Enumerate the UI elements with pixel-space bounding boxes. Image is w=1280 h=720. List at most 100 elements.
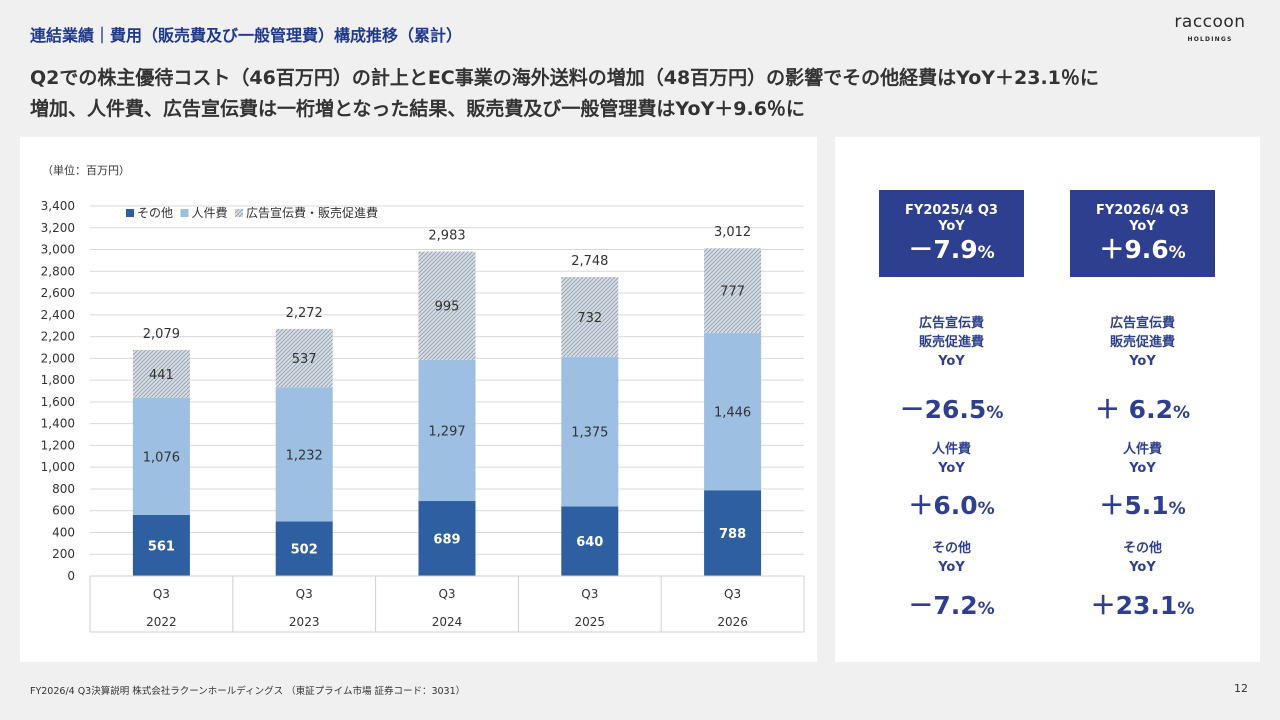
y-tick-label: 3,400 [41,199,75,213]
bar-segment [275,387,333,522]
y-tick-label: 800 [52,482,75,496]
y-tick-label: 3,200 [41,221,75,235]
y-tick-label: 1,800 [41,373,75,387]
y-tick-label: 200 [52,547,75,561]
x-category-label: Q3 [153,587,170,601]
logo-wordmark: raccoon [1174,12,1246,32]
total-value-label: 2,983 [428,228,465,243]
y-tick-label: 600 [52,504,75,518]
y-tick-label: 1,200 [41,438,75,452]
x-category-label: Q3 [581,587,598,601]
x-year-label: 2023 [289,615,320,629]
total-value-label: 2,748 [571,254,608,269]
segment-value-label: 640 [576,535,603,550]
legend-swatch [126,209,134,217]
company-logo: raccoon HOLDINGS [1170,10,1250,50]
y-tick-label: 2,400 [41,308,75,322]
y-tick-label: 2,200 [41,330,75,344]
bar-segment [418,359,476,502]
bar-segment [418,251,476,360]
unit-label: （単位：百万円） [42,164,130,177]
bar-segment [704,490,762,576]
page-number: 12 [1234,682,1248,695]
labor-label-fy2026: 人件費 YoY [1122,442,1162,476]
y-tick-label: 1,600 [41,395,75,409]
kpi-box-fy2025: FY2025/4 Q3 YoY －7.9% [879,190,1024,277]
ad-yoy-fy2025: －26.5% [899,395,1004,424]
bar-segment [561,277,619,357]
bar-segment [132,349,190,398]
labor-yoy-fy2025: ＋6.0% [908,491,995,520]
kpi-title: FY2026/4 Q3 [1096,203,1189,218]
kpi-value: ＋9.6% [1099,235,1186,264]
legend-swatch [235,209,243,217]
other-yoy-fy2026: ＋23.1% [1090,591,1195,620]
labor-yoy-fy2026: ＋5.1% [1099,491,1186,520]
bar-segment [704,248,762,333]
kpi-yoy-label: YoY [938,219,965,234]
segment-value-label: 1,446 [714,406,751,421]
segment-value-label: 1,076 [143,450,180,465]
bar-segment [561,356,619,507]
legend-swatch [180,209,189,217]
ad-label-fy2025: 広告宣伝費 販売促進費 YoY [918,316,984,369]
segment-value-label: 732 [577,311,602,326]
kpi-yoy-label: YoY [1129,219,1156,234]
y-tick-label: 3,000 [41,243,75,257]
y-tick-label: 2,800 [41,264,75,278]
y-tick-label: 400 [52,525,75,539]
x-year-label: 2024 [432,615,463,629]
kpi-value: －7.9% [908,235,995,264]
x-category-label: Q3 [724,587,741,601]
segment-value-label: 502 [291,543,318,558]
y-tick-label: 2,600 [41,286,75,300]
bar-segment [418,501,476,576]
ad-label-fy2026: 広告宣伝費 販売促進費 YoY [1109,316,1175,369]
footer-text: FY2026/4 Q3決算説明 株式会社ラクーンホールディングス （東証プライム… [30,686,466,697]
y-tick-label: 0 [67,569,75,583]
legend-label: 広告宣伝費・販売促進費 [246,205,378,220]
total-value-label: 2,079 [143,327,180,342]
y-tick-label: 2,000 [41,351,75,365]
legend-label: 人件費 [192,205,228,220]
labor-label-fy2025: 人件費 YoY [931,442,971,476]
bar-segment [275,328,333,388]
legend-label: その他 [137,206,173,220]
total-value-label: 2,272 [286,306,323,321]
x-year-label: 2022 [146,615,177,629]
headline-line-2: 増加、人件費、広告宣伝費は一桁増となった結果、販売費及び一般管理費はYoY＋9.… [30,98,805,120]
y-tick-label: 1,400 [41,417,75,431]
segment-value-label: 1,232 [286,448,323,463]
bar-segment [132,397,190,515]
segment-value-label: 1,297 [428,424,465,439]
segment-value-label: 1,375 [571,426,608,441]
kpi-box-fy2026: FY2026/4 Q3 YoY ＋9.6% [1070,190,1215,277]
segment-value-label: 777 [720,285,745,300]
kpi-title: FY2025/4 Q3 [905,203,998,218]
x-category-label: Q3 [438,587,455,601]
logo-subtext: HOLDINGS [1187,36,1233,43]
x-year-label: 2025 [575,615,606,629]
x-axis-table [89,575,805,633]
other-label-fy2025: その他 YoY [931,541,971,575]
segment-value-label: 561 [148,539,175,554]
segment-value-label: 689 [433,533,460,548]
bar-segment [704,332,762,491]
segment-value-label: 995 [435,300,460,315]
section-title: 連結業績｜費用（販売費及び一般管理費）構成推移（累計） [30,26,463,45]
x-year-label: 2026 [717,615,748,629]
other-yoy-fy2025: －7.2% [908,591,995,620]
segment-value-label: 537 [292,352,317,367]
segment-value-label: 788 [719,527,746,542]
y-tick-label: 1,000 [41,460,75,474]
bar-segment [275,521,333,576]
other-label-fy2026: その他 YoY [1122,541,1162,575]
headline: Q2での株主優待コスト（46百万円）の計上とEC事業の海外送料の増加（48百万円… [30,63,1250,125]
ad-yoy-fy2026: ＋ 6.2% [1094,395,1191,424]
x-category-label: Q3 [296,587,313,601]
bar-segment [132,514,190,576]
segment-value-label: 441 [149,368,174,383]
headline-line-1: Q2での株主優待コスト（46百万円）の計上とEC事業の海外送料の増加（48百万円… [30,67,1099,89]
bar-segment [561,506,619,576]
